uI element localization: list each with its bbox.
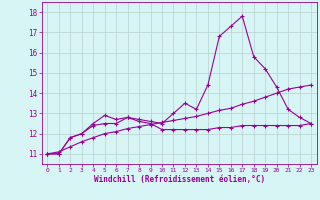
X-axis label: Windchill (Refroidissement éolien,°C): Windchill (Refroidissement éolien,°C) xyxy=(94,175,265,184)
